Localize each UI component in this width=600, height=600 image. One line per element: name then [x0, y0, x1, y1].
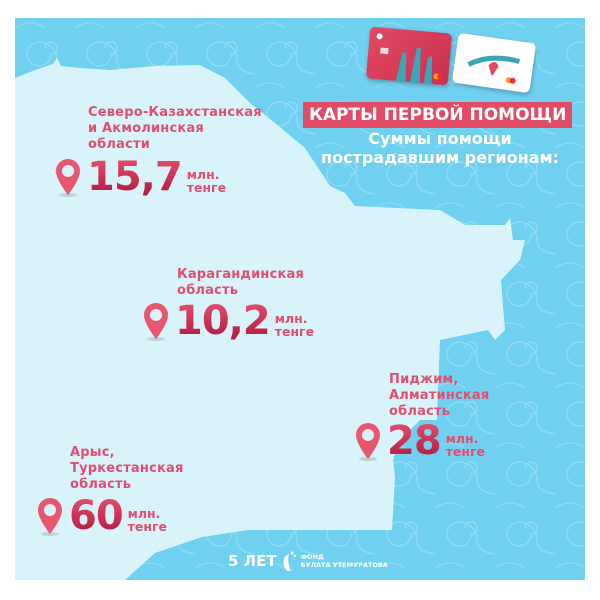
- map-pin-icon: [56, 159, 80, 197]
- bank-card-icon: [376, 33, 444, 85]
- amount-value: 15,7: [87, 154, 183, 200]
- region-label-line: Арыс,: [70, 445, 115, 460]
- foundation-name: ФОНД БУЛАТА УТЕМУРАТОВА: [301, 553, 388, 569]
- map-pin-icon: [38, 498, 62, 536]
- logo-line: ФОНД: [300, 553, 324, 561]
- region-label-line: Карагандинская: [177, 267, 305, 282]
- region-label: Арыс, Туркестанская область: [70, 445, 184, 493]
- region-label-line: Северо-Казахстанская: [88, 105, 262, 120]
- region-label-line: и Акмолинская: [88, 121, 204, 136]
- map-pin-icon: [356, 423, 380, 461]
- red-bank-card: [365, 26, 453, 86]
- amount-karaganda: 10,2 млн. тенге: [141, 301, 314, 341]
- region-label-line: область: [389, 404, 451, 419]
- amount-unit: млн. тенге: [275, 312, 314, 338]
- bank-card-icon: [467, 55, 521, 84]
- logo-line: БУЛАТА УТЕМУРАТОВА: [300, 561, 388, 569]
- region-turkestan: Арыс, Туркестанская область: [70, 445, 184, 493]
- subtitle-line: пострадавшим регионам:: [321, 148, 559, 167]
- amount-turkestan: 60 млн. тенге: [35, 496, 167, 536]
- region-almaty: Пиджим, Алматинская область: [389, 372, 489, 420]
- amount-value: 10,2: [175, 298, 271, 344]
- region-label: Пиджим, Алматинская область: [389, 372, 489, 420]
- amount-value: 60: [69, 493, 124, 539]
- region-label-line: области: [88, 137, 151, 152]
- infographic: КАРТЫ ПЕРВОЙ ПОМОЩИ Суммы помощи пострад…: [15, 18, 585, 580]
- amount-unit: млн. тенге: [187, 168, 226, 194]
- white-bank-card: [451, 32, 537, 94]
- unit-line: тенге: [186, 180, 227, 195]
- region-label-line: область: [177, 283, 239, 298]
- unit-line: млн.: [186, 167, 220, 182]
- unit-line: млн.: [274, 311, 308, 326]
- amount-north-kazakhstan: 15,7 млн. тенге: [53, 157, 226, 197]
- region-label-line: Туркестанская: [70, 461, 184, 476]
- unit-line: тенге: [445, 444, 486, 459]
- map-pin-icon: [144, 303, 168, 341]
- foundation-logo-icon: [282, 551, 296, 571]
- page-subtitle: Суммы помощи пострадавшим регионам:: [290, 129, 585, 167]
- amount-value: 28: [387, 418, 442, 464]
- region-north-kazakhstan: Северо-Казахстанская и Акмолинская облас…: [88, 105, 262, 153]
- footer-logo: 5 ЛЕТ ФОНД БУЛАТА УТЕМУРАТОВА: [228, 550, 388, 572]
- unit-line: млн.: [127, 506, 161, 521]
- anniversary-text: 5 ЛЕТ: [228, 552, 277, 570]
- region-label: Северо-Казахстанская и Акмолинская облас…: [88, 105, 262, 153]
- page-title: КАРТЫ ПЕРВОЙ ПОМОЩИ: [303, 102, 573, 128]
- amount-unit: млн. тенге: [128, 507, 167, 533]
- region-label-line: Алматинская: [389, 388, 490, 403]
- amount-almaty: 28 млн. тенге: [353, 421, 485, 461]
- title-banner: КАРТЫ ПЕРВОЙ ПОМОЩИ: [303, 102, 573, 128]
- subtitle-line: Суммы помощи: [368, 129, 512, 148]
- amount-unit: млн. тенге: [446, 432, 485, 458]
- region-karaganda: Карагандинская область: [177, 267, 304, 299]
- region-label: Карагандинская область: [177, 267, 304, 299]
- unit-line: тенге: [127, 519, 168, 534]
- region-label-line: Пиджим,: [389, 372, 459, 387]
- unit-line: млн.: [445, 431, 479, 446]
- region-label-line: область: [70, 477, 132, 492]
- unit-line: тенге: [274, 324, 315, 339]
